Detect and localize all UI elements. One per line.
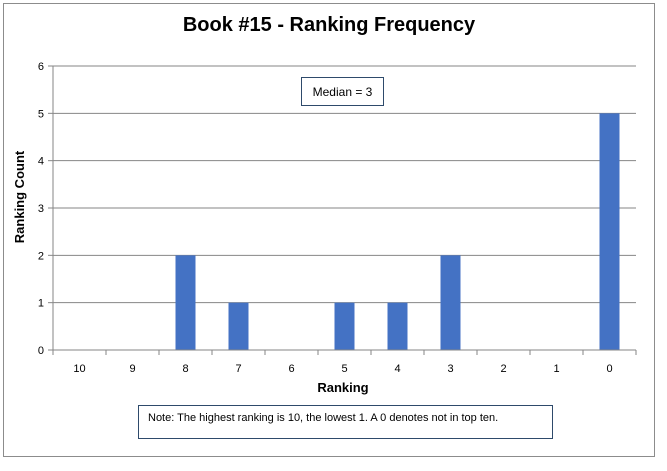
x-tick-label: 2 — [500, 363, 506, 375]
median-label: Median = 3 — [312, 84, 373, 99]
x-tick-labels: 10 9 8 7 6 5 4 3 2 1 0 — [52, 350, 637, 375]
y-tick-label: 1 — [38, 298, 44, 310]
median-annotation: Median = 3 — [301, 77, 384, 106]
x-tick-label: 9 — [129, 363, 135, 375]
note-annotation: Note: The highest ranking is 10, the low… — [138, 405, 553, 439]
x-tick-label: 7 — [235, 363, 241, 375]
x-tick-label: 3 — [447, 363, 453, 375]
bars — [175, 113, 620, 350]
y-tick-label: 0 — [38, 345, 44, 357]
y-tick-label: 5 — [38, 108, 44, 120]
chart-title: Book #15 - Ranking Frequency — [182, 14, 476, 36]
x-axis-title: Ranking — [317, 380, 368, 395]
x-tick-label: 8 — [182, 363, 188, 375]
bar-5 — [334, 302, 355, 350]
bar-0 — [599, 113, 620, 350]
y-tick-label: 4 — [38, 156, 44, 168]
y-tick-label: 3 — [38, 203, 44, 215]
x-tick-label: 6 — [288, 363, 294, 375]
x-tick-label: 1 — [553, 363, 559, 375]
y-tick-label: 6 — [38, 61, 44, 73]
x-tick-label: 4 — [394, 363, 400, 375]
x-tick-label: 10 — [73, 363, 85, 375]
x-tick-label: 5 — [341, 363, 347, 375]
bar-4 — [387, 302, 408, 350]
bar-3 — [440, 255, 461, 350]
note-text: Note: The highest ranking is 10, the low… — [148, 412, 499, 424]
bar-8 — [175, 255, 196, 350]
y-tick-label: 2 — [38, 250, 44, 262]
y-axis-title: Ranking Count — [12, 150, 27, 243]
bar-7 — [228, 302, 249, 350]
y-tick-labels: 0 1 2 3 4 5 6 — [38, 61, 53, 357]
x-tick-label: 0 — [606, 363, 612, 375]
